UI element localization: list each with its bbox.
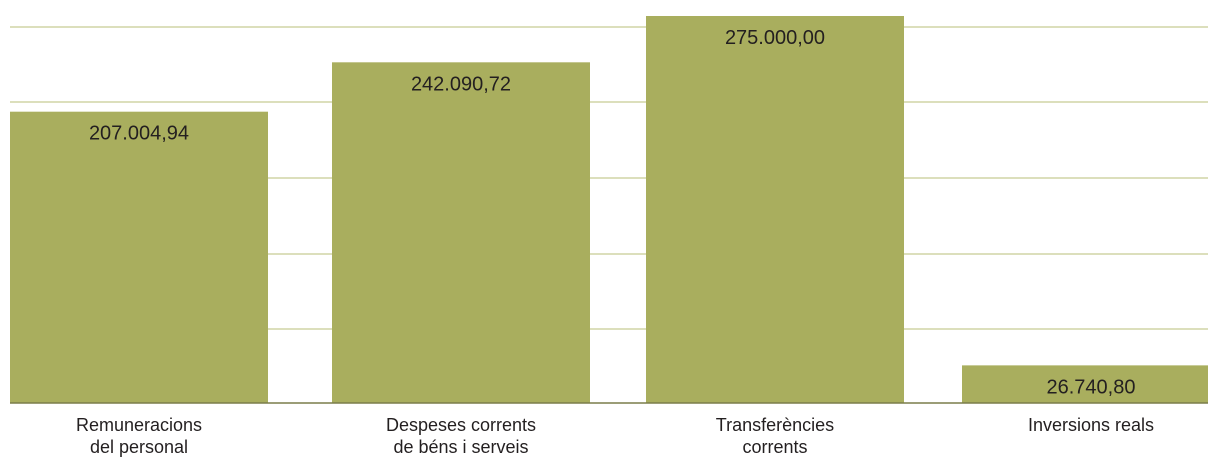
bar-value-label: 26.740,80 [1047, 376, 1136, 398]
bar [10, 111, 268, 403]
category-label: Despeses corrents de béns i serveis [386, 415, 536, 457]
bar-value-label: 275.000,00 [725, 27, 825, 49]
bar-value-label: 242.090,72 [411, 73, 511, 95]
bar [332, 62, 590, 404]
category-label: Transferències corrents [716, 415, 834, 457]
category-label: Inversions reals [1028, 415, 1154, 435]
category-label: Remuneracions del personal [76, 415, 202, 457]
bars [10, 16, 1208, 404]
bar-value-label: 207.004,94 [89, 123, 189, 145]
category-labels: Remuneracions del personal Despeses corren… [76, 415, 1154, 457]
bar [646, 16, 904, 403]
bar [962, 365, 1208, 403]
value-labels: 207.004,94 242.090,72 275.000,00 26.740,80 [89, 27, 1136, 398]
